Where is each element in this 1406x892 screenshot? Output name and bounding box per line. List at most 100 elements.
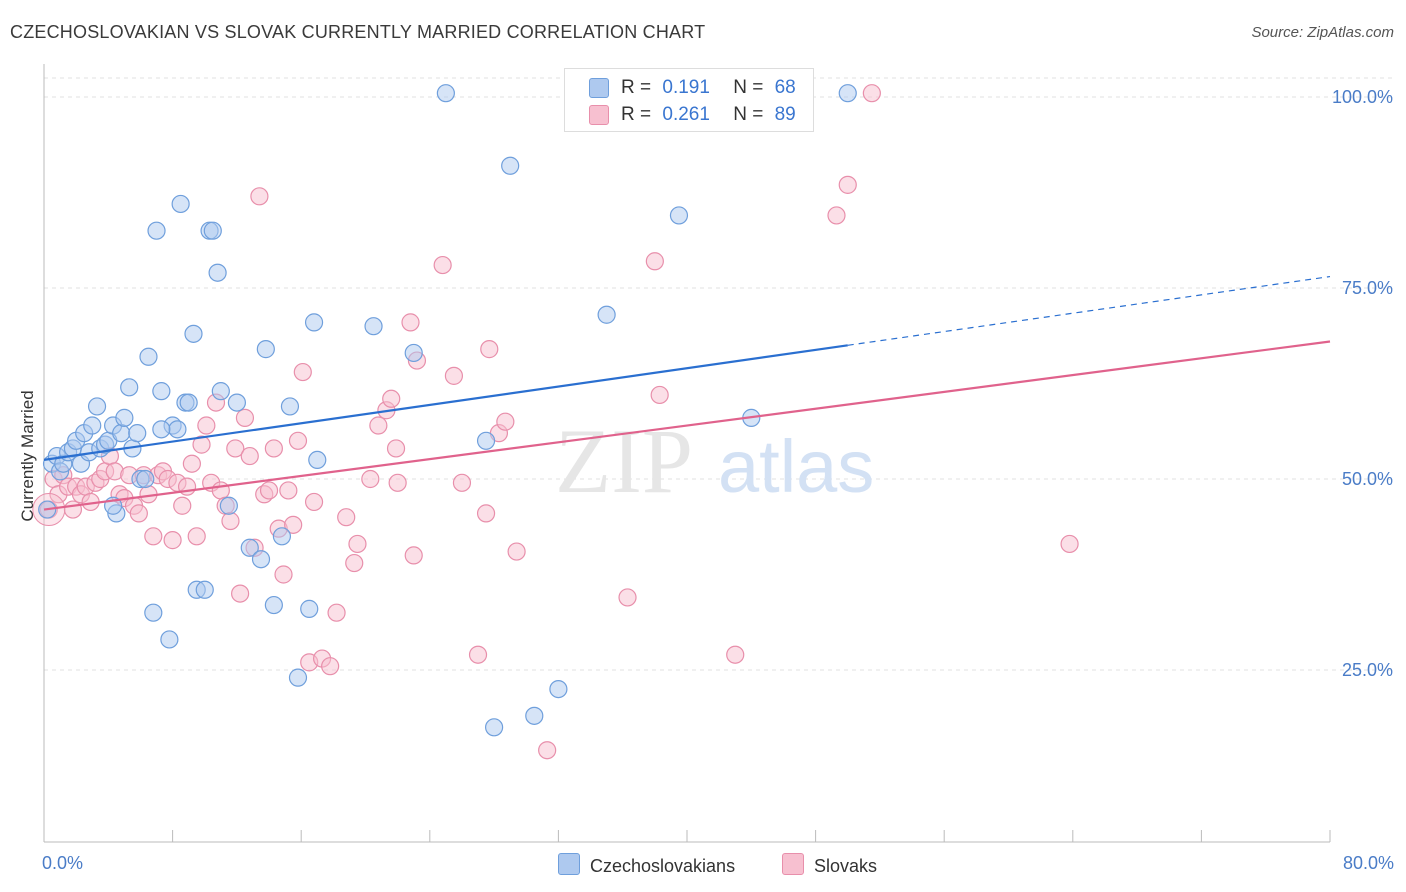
y-tick-labels: 25.0% 50.0% 75.0% 100.0%	[1332, 87, 1393, 680]
czechoslovakians-point	[211, 382, 230, 401]
y-tick-label: 50.0%	[1342, 469, 1393, 489]
slovaks-point	[618, 588, 637, 607]
czechoslovakians-point	[597, 305, 616, 324]
legend-r-label: R =	[621, 104, 652, 125]
czechoslovakians-point	[120, 378, 139, 397]
slovaks-point	[444, 366, 464, 385]
slovaks-point	[538, 741, 557, 760]
slovaks-point	[348, 534, 367, 554]
slovaks-point	[838, 175, 857, 194]
bottom-legend-slovaks: Slovaks	[782, 853, 877, 877]
legend-swatch-blue	[589, 78, 609, 98]
slovaks-point	[827, 206, 846, 225]
czechoslovakians-point	[272, 527, 292, 546]
slovaks-point	[433, 255, 452, 275]
czechoslovakians-point	[87, 397, 107, 416]
slovaks-point	[388, 473, 407, 492]
slovaks-point	[401, 313, 420, 332]
czechoslovakians-point	[112, 424, 131, 443]
czechoslovakians-point	[171, 194, 190, 214]
slovaks-point	[645, 252, 664, 271]
slovaks-point	[231, 584, 250, 603]
slovaks-point	[382, 389, 401, 408]
slovaks-point	[337, 508, 356, 527]
czechoslovakians-point	[304, 313, 324, 332]
y-tick-label: 75.0%	[1342, 278, 1393, 298]
slovaks-point	[293, 362, 312, 382]
slovaks-point	[321, 657, 340, 676]
legend-r-label: R =	[621, 77, 652, 98]
slovaks-point	[369, 416, 388, 435]
slovaks-point	[650, 385, 669, 405]
slovaks-point	[726, 645, 745, 664]
legend-n-value: 68	[774, 77, 796, 98]
slovaks-point	[259, 481, 279, 500]
slovaks-point	[288, 431, 308, 450]
x-tick-max: 80.0%	[1342, 853, 1394, 873]
trend-lines	[43, 275, 1331, 511]
czechoslovakians-point	[152, 382, 171, 401]
czechoslovakians-point	[251, 550, 271, 569]
x-tick-min: 0.0%	[42, 853, 84, 873]
bottom-legend-czechoslovakians: Czechoslovakians	[558, 853, 735, 877]
czechoslovakians-point	[219, 496, 238, 515]
y-tick-label: 100.0%	[1332, 87, 1393, 107]
legend-n-value: 89	[774, 104, 796, 125]
slovaks-point	[284, 515, 303, 534]
slovaks-point	[386, 439, 406, 458]
czechoslovakians-point	[308, 450, 327, 469]
legend-row-slovaks: R = 0.261 N = 89	[589, 104, 796, 126]
czechoslovakians-point	[208, 263, 227, 282]
czechoslovakians-point	[404, 343, 423, 363]
slovaks-point	[163, 531, 182, 550]
czechoslovakians-point	[364, 317, 383, 336]
legend-r-value: 0.191	[662, 77, 710, 98]
czechoslovakians-point	[160, 630, 179, 649]
gridlines	[44, 77, 1392, 671]
czechoslovakians-point	[179, 393, 198, 412]
slovaks-point	[327, 603, 346, 622]
czechoslovakians-point	[168, 420, 187, 439]
czechoslovakians-point	[184, 324, 203, 343]
czechoslovakians-point	[264, 595, 283, 615]
czechoslovakians-point	[144, 603, 163, 622]
slovaks-point	[250, 187, 269, 206]
chart-title: CZECHOSLOVAKIAN VS SLOVAK CURRENTLY MARR…	[10, 22, 706, 42]
slovaks-point	[468, 645, 488, 664]
slovaks-point	[264, 439, 283, 458]
legend: R = 0.191 N = 68 R = 0.261 N = 89	[564, 68, 814, 132]
czechoslovakians-point	[139, 347, 158, 366]
slovaks-point	[192, 435, 211, 454]
czechoslovakians-point	[136, 469, 155, 489]
slovaks-point	[240, 446, 259, 466]
legend-swatch-pink	[589, 105, 609, 125]
czechoslovakians-point	[525, 706, 544, 725]
bottom-legend-swatch-pink	[782, 853, 804, 875]
czechoslovakians-point	[501, 156, 520, 175]
slovaks-point	[274, 565, 293, 584]
slovaks-point	[304, 492, 324, 512]
slovaks-point	[404, 546, 423, 565]
bottom-legend-label: Slovaks	[814, 856, 878, 876]
czechoslovakians-point	[280, 397, 300, 416]
czechoslovakians-point	[152, 420, 171, 439]
slovaks-point	[361, 469, 380, 489]
slovaks-point	[173, 496, 192, 515]
slovaks-point	[476, 504, 496, 523]
czechoslovakians-point	[436, 84, 455, 103]
slovaks-point	[182, 454, 201, 473]
czechoslovakians-point	[195, 580, 214, 599]
czechoslovakians-point	[288, 668, 308, 687]
slovaks-point	[1060, 534, 1079, 554]
watermark-atlas: atlas	[718, 425, 874, 508]
czechoslovakians-point	[227, 393, 246, 412]
czechoslovakians-point	[147, 221, 166, 240]
slovaks-point	[452, 473, 472, 492]
legend-n-label: N =	[733, 104, 764, 125]
legend-row-czechoslovakians: R = 0.191 N = 68	[589, 77, 796, 99]
slovaks-point	[496, 412, 515, 431]
slovaks-point	[63, 500, 83, 519]
czechoslovakians-point	[128, 424, 147, 443]
slovaks-point	[345, 553, 364, 573]
